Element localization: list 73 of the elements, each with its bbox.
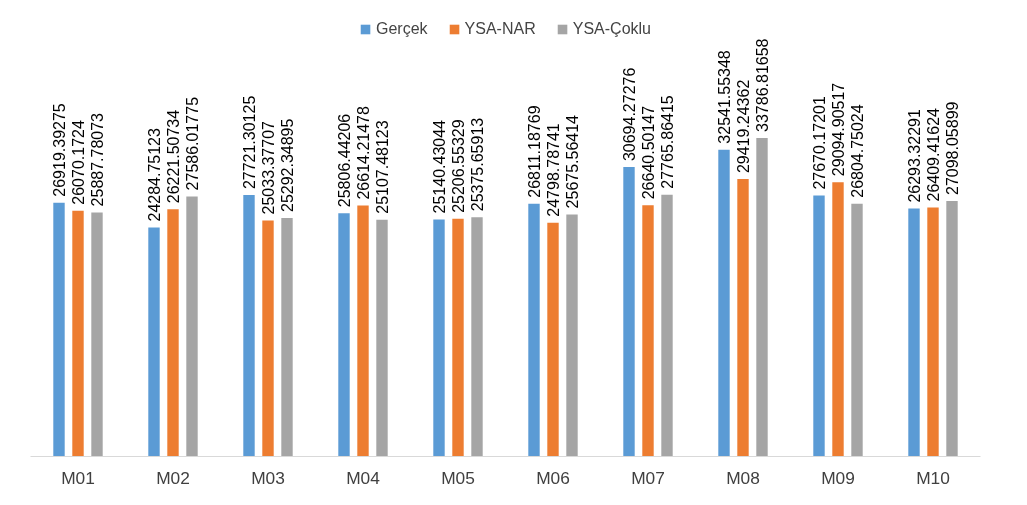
x-tick-label: M06 xyxy=(536,467,570,488)
bar xyxy=(376,219,388,457)
data-label: 26919.39275 xyxy=(51,103,68,197)
legend-label: YSA-Çoklu xyxy=(572,20,651,38)
data-label: 25292.34895 xyxy=(279,118,296,213)
data-label: 29419.24362 xyxy=(735,79,752,174)
bar xyxy=(148,227,160,457)
bar xyxy=(262,220,274,457)
data-label: 26614.21478 xyxy=(355,106,372,200)
bar xyxy=(851,203,863,457)
data-label: 29094.90517 xyxy=(830,82,847,177)
data-label: 32541.55348 xyxy=(716,50,733,144)
x-tick-label: M10 xyxy=(916,467,950,488)
data-label: 27670.17201 xyxy=(811,96,828,190)
data-label: 25206.55329 xyxy=(450,119,467,213)
data-label: 25107.48123 xyxy=(374,120,391,214)
bar xyxy=(566,214,578,457)
data-label: 33786.81658 xyxy=(754,38,771,132)
x-tick-label: M03 xyxy=(251,467,285,488)
x-tick-label: M01 xyxy=(61,467,95,488)
data-label: 25375.65913 xyxy=(469,117,486,212)
bar xyxy=(186,196,198,457)
data-label: 25140.43044 xyxy=(431,119,448,214)
x-tick-label: M08 xyxy=(726,467,760,488)
data-label: 27098.05899 xyxy=(944,101,961,195)
bar xyxy=(642,205,654,457)
data-label: 27721.30125 xyxy=(241,95,258,190)
bar xyxy=(756,137,768,457)
data-label: 26293.32291 xyxy=(906,109,923,203)
data-label: 26409.41624 xyxy=(925,107,942,202)
data-label: 24798.78741 xyxy=(545,123,562,217)
bar xyxy=(338,213,350,457)
bar xyxy=(661,194,673,457)
data-label: 26221.50734 xyxy=(165,109,182,204)
bar xyxy=(832,182,844,457)
x-tick-label: M07 xyxy=(631,467,665,488)
data-label: 25033.37707 xyxy=(260,120,277,215)
bar xyxy=(813,195,825,457)
x-tick-label: M09 xyxy=(821,467,855,488)
bar xyxy=(91,212,103,457)
bar xyxy=(946,201,958,457)
data-label: 24284.75123 xyxy=(146,127,163,222)
bar xyxy=(433,219,445,457)
data-label: 25806.44206 xyxy=(336,113,353,208)
data-label: 30694.27276 xyxy=(621,67,638,162)
bar xyxy=(528,203,540,457)
x-tick-label: M04 xyxy=(346,467,381,488)
legend-label: YSA-NAR xyxy=(464,20,536,38)
bar xyxy=(737,179,749,457)
bar xyxy=(281,218,293,457)
bar xyxy=(452,218,464,457)
data-label: 25887.78073 xyxy=(89,112,106,207)
x-tick-label: M05 xyxy=(441,467,475,488)
legend-label: Gerçek xyxy=(376,20,428,38)
data-label: 26070.1724 xyxy=(70,120,87,205)
bar xyxy=(53,202,65,457)
bar xyxy=(167,209,179,457)
bar xyxy=(718,149,730,457)
bar xyxy=(72,210,84,457)
data-label: 27586.01775 xyxy=(184,96,201,191)
bar xyxy=(927,207,939,457)
data-label: 26804.75024 xyxy=(849,104,866,198)
bar xyxy=(908,208,920,457)
data-label: 25675.56414 xyxy=(564,114,581,209)
bar xyxy=(623,167,635,457)
bar xyxy=(243,195,255,457)
bar xyxy=(547,222,559,457)
data-label: 26640.50147 xyxy=(640,105,657,200)
data-label: 27765.86415 xyxy=(659,95,676,189)
bar xyxy=(471,217,483,457)
data-label: 26811.18769 xyxy=(526,105,543,198)
bar xyxy=(357,205,369,457)
x-tick-label: M02 xyxy=(156,467,190,488)
